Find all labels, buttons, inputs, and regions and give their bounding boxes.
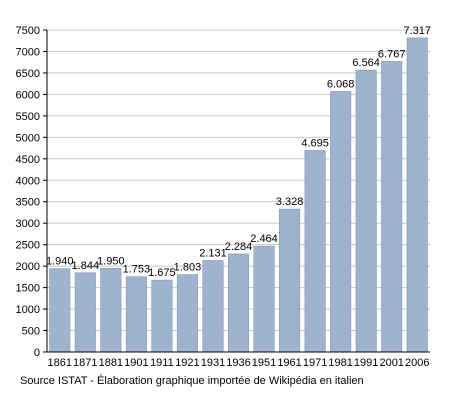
y-tick-label: 4000 xyxy=(16,175,40,187)
y-tick-label: 5500 xyxy=(16,111,40,123)
y-tick-label: 7500 xyxy=(16,25,40,37)
y-tick-label: 1500 xyxy=(16,283,40,295)
data-label-1991: 6.564 xyxy=(352,57,380,69)
x-tick-label-1931: 1931 xyxy=(201,357,225,369)
x-tick-label-1981: 1981 xyxy=(328,357,352,369)
bar-1911 xyxy=(151,279,173,353)
y-tick-label: 7000 xyxy=(16,46,40,58)
x-tick-label-1901: 1901 xyxy=(124,357,148,369)
bar-2001 xyxy=(381,61,403,353)
bar-1971 xyxy=(304,150,326,353)
x-axis-ticks: 1861 1871 1881 1901 1911 1921 1931 1936 1951 1961… xyxy=(48,357,430,369)
bar-2006 xyxy=(406,37,428,353)
x-tick-label-2006: 2006 xyxy=(405,357,429,369)
y-tick-label: 6500 xyxy=(16,68,40,80)
data-label-2001: 6.767 xyxy=(378,48,406,60)
y-tick-label: 500 xyxy=(22,326,40,338)
x-tick-label-1936: 1936 xyxy=(226,357,250,369)
data-label-1981: 6.068 xyxy=(327,78,355,90)
data-label-1931: 2.131 xyxy=(199,248,227,260)
bar-1931 xyxy=(202,260,224,353)
data-label-1921: 1.803 xyxy=(174,262,202,274)
x-tick-label-1861: 1861 xyxy=(48,357,72,369)
y-axis-ticks: 0 500 1000 1500 2000 2500 3000 3500 4000 4500 5000… xyxy=(16,25,47,359)
y-tick-label: 2000 xyxy=(16,261,40,273)
bar-1871 xyxy=(74,272,96,353)
bar-1881 xyxy=(100,267,122,353)
y-tick-label: 1000 xyxy=(16,304,40,316)
y-tick-label: 0 xyxy=(34,347,40,359)
data-label-1961: 3.328 xyxy=(276,196,304,208)
data-label-2006: 7.317 xyxy=(403,25,431,37)
data-label-1861: 1.940 xyxy=(46,256,74,268)
x-tick-label-1961: 1961 xyxy=(277,357,301,369)
data-label-1971: 4.695 xyxy=(301,137,329,149)
data-label-1936: 2.284 xyxy=(225,241,253,253)
y-tick-label: 4500 xyxy=(16,154,40,166)
data-label-1951: 2.464 xyxy=(250,233,278,245)
data-label-1901: 1.753 xyxy=(123,264,151,276)
bar-1981 xyxy=(330,91,352,353)
source-note: Source ISTAT - Élaboration graphique imp… xyxy=(20,375,364,387)
bar-1991 xyxy=(355,69,377,353)
data-label-1881: 1.950 xyxy=(97,255,125,267)
y-tick-label: 2500 xyxy=(16,240,40,252)
y-tick-label: 5000 xyxy=(16,132,40,144)
x-tick-label-1881: 1881 xyxy=(99,357,123,369)
x-tick-label-1911: 1911 xyxy=(150,357,174,369)
y-tick-label: 6000 xyxy=(16,89,40,101)
x-tick-label-1871: 1871 xyxy=(73,357,97,369)
bar-1861 xyxy=(49,268,71,353)
bars xyxy=(49,37,428,353)
y-tick-label: 3000 xyxy=(16,218,40,230)
bar-1961 xyxy=(279,208,301,353)
bar-1901 xyxy=(125,276,147,353)
x-tick-label-2001: 2001 xyxy=(379,357,403,369)
bar-1936 xyxy=(227,253,250,353)
bar-1951 xyxy=(253,245,275,353)
x-tick-label-1951: 1951 xyxy=(252,357,276,369)
x-tick-label-1991: 1991 xyxy=(354,357,378,369)
axes xyxy=(46,30,430,353)
data-label-1871: 1.844 xyxy=(72,260,100,272)
bar-1921 xyxy=(176,274,198,353)
x-tick-label-1971: 1971 xyxy=(303,357,327,369)
y-tick-label: 3500 xyxy=(16,197,40,209)
data-label-1911: 1.675 xyxy=(148,267,176,279)
x-tick-label-1921: 1921 xyxy=(175,357,199,369)
